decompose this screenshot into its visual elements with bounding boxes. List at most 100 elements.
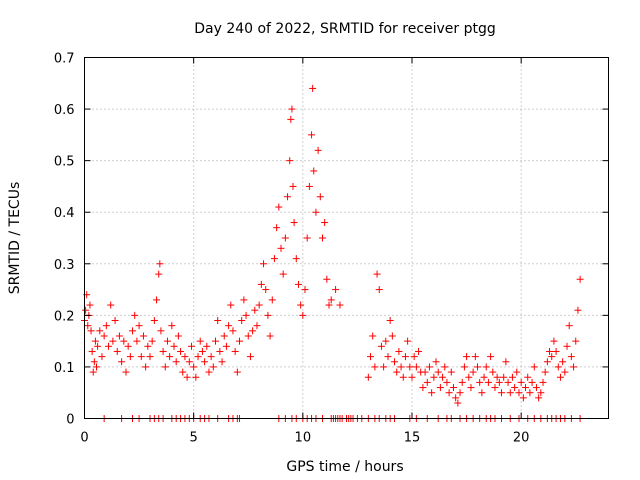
data-point [286,157,294,165]
data-point [382,337,390,345]
data-point [532,384,540,392]
data-point [84,322,92,330]
data-point [155,270,163,278]
data-point [129,327,137,335]
data-point [467,384,475,392]
x-tick-label: 5 [190,431,198,446]
data-point [139,332,147,340]
data-point [552,347,560,355]
data-point [375,286,383,294]
data-point [90,358,98,366]
data-point [150,317,158,325]
data-point [275,203,283,211]
data-point [233,368,241,376]
data-point [548,353,556,361]
data-point [242,311,250,319]
data-point [556,373,564,381]
data-point [297,301,305,309]
data-point [93,363,101,371]
data-point [159,347,167,355]
data-point [404,337,412,345]
data-point [153,296,161,304]
data-point [133,337,141,345]
data-point [377,342,385,350]
y-tick-label: 0.7 [54,52,75,67]
data-point [179,368,187,376]
data-point [273,224,281,232]
data-point [212,337,219,345]
data-point [441,363,449,371]
data-point [163,337,171,345]
data-point [513,368,521,376]
data-point [262,286,270,294]
x-tick-label: 10 [295,431,312,446]
data-point [246,353,254,361]
data-point [408,373,416,381]
data-point [279,270,287,278]
data-point [316,193,324,201]
data-point [323,275,331,283]
data-point [82,306,90,314]
data-point [391,358,399,366]
data-point [484,378,492,386]
data-point [495,378,503,386]
data-point [443,378,451,386]
data-point [524,373,532,381]
data-point [207,353,215,361]
data-point [522,384,530,392]
data-point [325,301,333,309]
y-axis-label: SRMTID / TECUs [7,182,23,295]
y-tick-label: 0.5 [54,155,75,170]
y-tick-label: 0.3 [54,258,75,273]
data-point [412,363,420,371]
data-point [519,394,527,402]
data-point [196,337,204,345]
data-point [550,337,558,345]
data-point [113,347,121,355]
data-point [489,368,497,376]
data-point [449,384,457,392]
data-point [168,322,176,330]
data-point [166,353,174,361]
data-point [559,358,567,366]
data-point [240,296,248,304]
data-point [572,337,580,345]
data-point [517,378,525,386]
data-point [423,378,431,386]
chart-title: Day 240 of 2022, SRMTID for receiver ptg… [194,21,496,37]
data-point [482,363,490,371]
data-point [439,373,447,381]
data-point [238,317,246,325]
data-point [183,373,191,381]
data-point [487,353,495,361]
data-point [198,347,206,355]
data-point [530,363,538,371]
data-point [135,322,143,330]
data-point [205,368,213,376]
data-point [174,332,182,340]
data-point [410,353,418,361]
data-point [428,389,436,397]
data-point [526,389,534,397]
data-point [395,347,403,355]
data-point [452,394,460,402]
plot-frame [84,57,609,419]
axis-ticks: 0 0.1 0.2 0.3 0.4 0.5 0.6 0.7 0 5 10 15 20 [54,52,609,446]
data-point [364,373,372,381]
data-point [229,327,237,335]
data-point [336,301,344,309]
data-point [397,363,405,371]
data-point [124,342,132,350]
data-points [81,84,584,422]
data-point [554,363,562,371]
data-point [91,337,99,345]
data-point [299,311,307,319]
data-point [502,358,510,366]
data-point [194,353,202,361]
data-point [115,332,123,340]
data-point [289,182,297,190]
data-point [86,301,94,309]
data-point [543,358,551,366]
data-point [511,384,519,392]
data-point [508,373,516,381]
